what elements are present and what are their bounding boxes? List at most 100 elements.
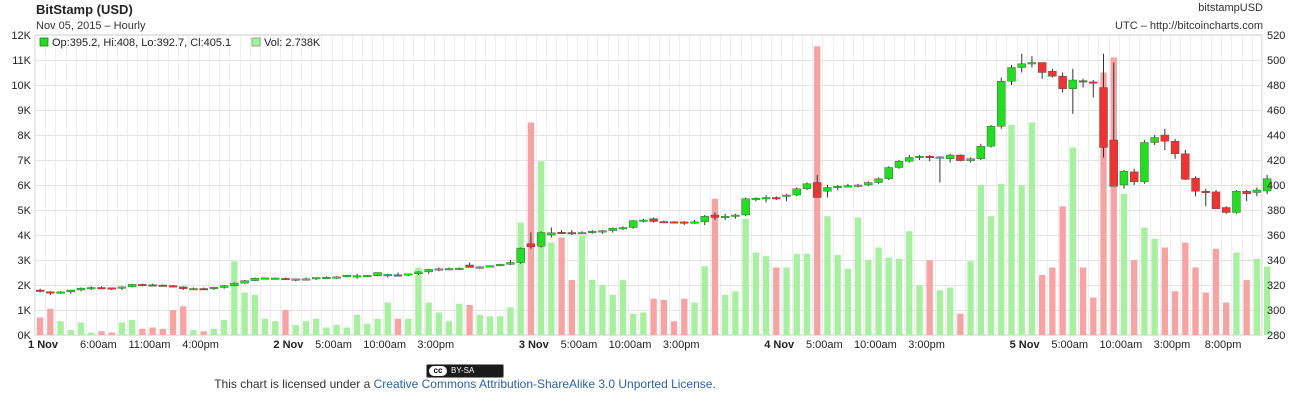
candle-up (618, 227, 628, 230)
candle-up (864, 182, 873, 186)
volume-bar (568, 280, 575, 335)
volume-bar (1202, 292, 1209, 335)
volume-bar (844, 268, 852, 335)
volume-bar (139, 328, 146, 335)
candle-up (250, 277, 260, 281)
candles (35, 53, 1272, 295)
candle-down (680, 221, 689, 224)
volume-bar (854, 217, 862, 335)
volume-tick-label: 9K (18, 105, 32, 117)
price-tick-label: 400 (1267, 180, 1285, 192)
volume-bar (660, 300, 668, 335)
candle-up (301, 278, 311, 281)
candle-up (209, 287, 219, 289)
volume-bar (1079, 267, 1087, 335)
volume-bar (1223, 302, 1230, 335)
candle-up (700, 216, 709, 223)
candle-down (179, 286, 188, 289)
time-tick-label: 3:00pm (663, 339, 700, 351)
price-tick-label: 480 (1267, 80, 1285, 92)
time-tick-label: 5:00am (561, 339, 598, 351)
candle-up (1027, 62, 1037, 65)
cc-by-sa-badge[interactable]: cc BY-SA (426, 364, 504, 378)
candle-down (168, 285, 178, 288)
candle-up (1068, 79, 1078, 89)
volume-bar (824, 216, 831, 335)
candle-up (383, 274, 392, 277)
volume-bar (558, 237, 565, 335)
candle-up (271, 277, 280, 280)
volume-bar (681, 298, 688, 335)
volume-bar (36, 317, 44, 335)
candle-up (475, 266, 484, 269)
candle-up (66, 289, 75, 293)
candle-down (1048, 71, 1057, 77)
candle-up (598, 230, 607, 233)
price-tick-label: 420 (1267, 155, 1285, 167)
volume-bar (1120, 193, 1128, 335)
candle-up (547, 232, 556, 236)
candle-up (516, 247, 525, 263)
volume-bar (1243, 280, 1250, 335)
candle-down (567, 232, 577, 235)
candle-down (772, 197, 781, 200)
volume-bar (987, 216, 995, 335)
candle-down (1109, 139, 1118, 187)
time-tick-label: 2 Nov (273, 339, 304, 351)
volume-bar (497, 316, 504, 335)
volume-bar (415, 267, 422, 335)
volume-bar (650, 298, 657, 335)
candle-up (322, 277, 331, 279)
volume-bar (670, 321, 678, 335)
volume-bar (1028, 122, 1036, 335)
volume-bar (272, 321, 279, 335)
candle-up (536, 232, 546, 247)
candle-up (690, 221, 699, 224)
volume-bar (1131, 260, 1138, 335)
candle-up (874, 178, 883, 183)
candle-down (281, 278, 290, 281)
volume-bar (517, 222, 524, 335)
candle-up (240, 280, 249, 284)
volume-tick-label: 5K (18, 205, 32, 217)
candle-up (311, 277, 321, 280)
candle-down (956, 154, 965, 161)
volume-bar (251, 295, 259, 335)
license-link[interactable]: Creative Commons Attribution-ShareAlike … (373, 377, 713, 391)
candle-up (76, 287, 86, 291)
volume-bar (793, 253, 800, 335)
market-name: bitstampUSD (1198, 2, 1263, 14)
candle-up (414, 271, 423, 274)
volume-tick-label: 6K (18, 180, 32, 192)
volume-bar (1090, 297, 1097, 335)
volume-tick-label: 3K (18, 255, 32, 267)
volume-bar (88, 332, 95, 335)
candle-down (925, 156, 934, 158)
volume-legend-text: Vol: 2.738K (264, 37, 321, 49)
candle-up (639, 219, 648, 222)
volume-bar (231, 261, 238, 335)
candle-down (1037, 62, 1047, 73)
candle-down (1201, 191, 1210, 193)
volume-tick-label: 8K (18, 130, 32, 142)
legend: Op:395.2, Hi:408, Lo:392.7, Cl:405.1 Vol… (39, 37, 321, 49)
volume-bar (1263, 266, 1271, 335)
volume-tick-label: 4K (18, 230, 32, 242)
candle-up (1150, 137, 1159, 143)
candle-up (802, 183, 812, 189)
volume-bar (936, 290, 944, 335)
volume-tick-label: 0K (18, 330, 32, 342)
volume-bar (875, 247, 882, 335)
license-suffix: . (712, 377, 716, 391)
candle-up (628, 220, 638, 228)
candle-up (444, 268, 454, 271)
candle-down (1211, 191, 1221, 209)
volume-bar (210, 328, 218, 335)
candle-down (1170, 141, 1180, 154)
candle-down (465, 264, 474, 268)
price-tick-label: 380 (1267, 205, 1285, 217)
volume-bar (128, 320, 136, 335)
price-tick-label: 340 (1267, 255, 1285, 267)
cc-badge-text: BY-SA (451, 366, 475, 375)
volume-bar (732, 291, 739, 335)
